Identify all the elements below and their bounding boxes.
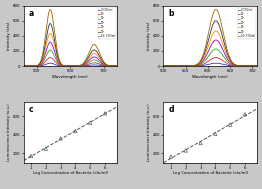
Y-axis label: Luminescence Intensity (a.u.): Luminescence Intensity (a.u.) <box>8 104 12 161</box>
Point <box>198 142 203 145</box>
Point <box>103 112 107 115</box>
Point <box>184 149 188 152</box>
Point <box>44 147 48 150</box>
X-axis label: Log Concentration of Bacteria (cfu/ml): Log Concentration of Bacteria (cfu/ml) <box>33 171 108 175</box>
Y-axis label: Luminescence Intensity (a.u.): Luminescence Intensity (a.u.) <box>148 104 151 161</box>
Point <box>228 123 232 126</box>
Legend: 0 CFU/ml, 10¹, 10², 10³, 10⁴, 10⁵, 10⁶ CFU/ml: 0 CFU/ml, 10¹, 10², 10³, 10⁴, 10⁵, 10⁶ C… <box>98 7 116 39</box>
Point <box>58 137 63 140</box>
Text: b: b <box>168 9 174 18</box>
Point <box>169 155 173 158</box>
X-axis label: Wavelength (nm): Wavelength (nm) <box>192 75 228 79</box>
Y-axis label: Intensity (cts): Intensity (cts) <box>8 22 12 50</box>
Point <box>73 129 78 132</box>
Text: a: a <box>28 9 34 18</box>
Point <box>88 121 92 124</box>
Legend: 0 CFU/ml, 10¹, 10², 10³, 10⁴, 10⁵, 10⁶ CFU/ml: 0 CFU/ml, 10¹, 10², 10³, 10⁴, 10⁵, 10⁶ C… <box>238 7 255 39</box>
Point <box>243 113 247 116</box>
Text: c: c <box>28 105 33 114</box>
Point <box>213 132 217 135</box>
X-axis label: Log Concentration of Bacteria (cfu/ml): Log Concentration of Bacteria (cfu/ml) <box>173 171 248 175</box>
Point <box>29 155 33 158</box>
Y-axis label: Intensity (cts): Intensity (cts) <box>148 22 151 50</box>
Text: d: d <box>168 105 174 114</box>
X-axis label: Wavelength (nm): Wavelength (nm) <box>52 75 88 79</box>
